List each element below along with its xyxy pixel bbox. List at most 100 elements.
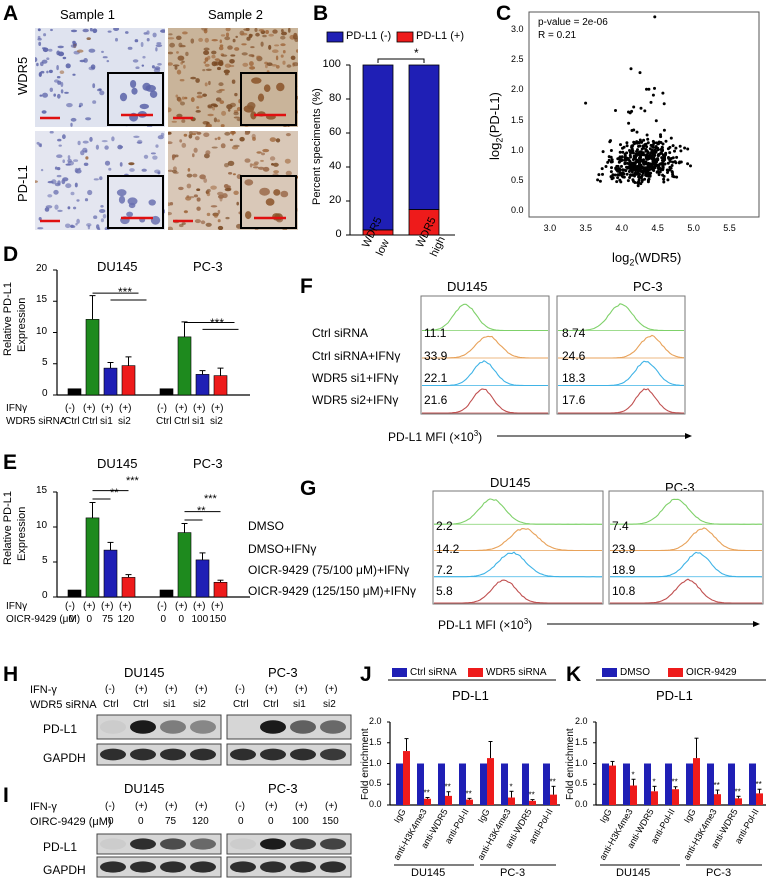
k-xtick-label: IgG bbox=[682, 807, 698, 825]
k-legend-oicr: OICR-9429 bbox=[686, 667, 737, 678]
cell-nucleus bbox=[218, 46, 224, 51]
cell-nucleus bbox=[168, 131, 172, 135]
cell-nucleus bbox=[46, 70, 49, 74]
cell-nucleus bbox=[133, 135, 140, 138]
c-point bbox=[675, 155, 679, 159]
d-bar bbox=[121, 365, 136, 396]
i-band bbox=[290, 861, 316, 873]
g-mfi-du145: 7.2 bbox=[436, 563, 453, 577]
cell-nucleus bbox=[54, 166, 58, 170]
cell-nucleus bbox=[99, 176, 103, 181]
cell-nucleus bbox=[195, 110, 201, 113]
cell-nucleus bbox=[38, 41, 42, 46]
cell-nucleus bbox=[190, 97, 195, 103]
inset-cell bbox=[130, 80, 137, 88]
k-cellline-du145: DU145 bbox=[616, 867, 651, 879]
cell-nucleus bbox=[196, 197, 201, 202]
c-point bbox=[630, 170, 634, 174]
c-point bbox=[671, 172, 675, 176]
c-point bbox=[624, 169, 628, 173]
j-bar-treated bbox=[445, 795, 452, 805]
cell-nucleus bbox=[79, 102, 83, 107]
cell-nucleus bbox=[204, 37, 209, 43]
d-sirna-cell: Ctrl bbox=[156, 416, 172, 427]
g-xlabel: PD-L1 MFI (×103) bbox=[438, 617, 533, 632]
cell-nucleus bbox=[210, 103, 217, 107]
cell-nucleus bbox=[99, 209, 106, 213]
g-mfi-pc3: 10.8 bbox=[612, 584, 636, 598]
c-point bbox=[683, 146, 687, 150]
e-dose-cell: 0 bbox=[160, 614, 167, 625]
cell-nucleus bbox=[250, 46, 255, 49]
c-point bbox=[646, 178, 650, 182]
cell-nucleus bbox=[168, 51, 174, 55]
c-xtick-label: 3.5 bbox=[579, 223, 593, 233]
d-ifn-cell: (+) bbox=[193, 403, 206, 414]
d-ytick-label: 5 bbox=[42, 356, 48, 368]
inset-cell bbox=[251, 77, 262, 84]
c-point bbox=[607, 158, 611, 162]
cell-nucleus bbox=[217, 66, 221, 71]
cell-nucleus bbox=[205, 222, 212, 227]
cell-nucleus bbox=[205, 150, 211, 155]
f-pc-frame bbox=[556, 295, 686, 415]
i-band bbox=[230, 861, 256, 873]
c-point bbox=[632, 154, 636, 158]
c-point bbox=[686, 162, 690, 166]
inset-cell bbox=[145, 84, 156, 92]
cell-nucleus bbox=[140, 42, 144, 47]
cell-nucleus bbox=[249, 66, 256, 70]
i-row1-label: IFN-γ bbox=[30, 801, 57, 813]
cell-nucleus bbox=[203, 61, 207, 64]
cell-nucleus bbox=[40, 168, 44, 172]
cell-nucleus bbox=[62, 56, 67, 60]
inset-cell bbox=[265, 198, 275, 206]
c-point bbox=[661, 142, 665, 146]
cell-nucleus bbox=[172, 166, 177, 171]
cell-nucleus bbox=[154, 169, 161, 174]
d-sig-pc3: *** bbox=[210, 316, 225, 330]
cell-nucleus bbox=[271, 64, 277, 67]
h-sirna-cell: Ctrl bbox=[133, 699, 149, 710]
i-blot-label-gapdh: GAPDH bbox=[43, 863, 86, 877]
cell-nucleus bbox=[86, 37, 91, 40]
cell-nucleus bbox=[172, 64, 180, 67]
cell-nucleus bbox=[244, 132, 250, 135]
cell-nucleus bbox=[61, 179, 66, 185]
cell-nucleus bbox=[119, 145, 124, 149]
k-title: PD-L1 bbox=[656, 688, 693, 703]
c-point bbox=[618, 159, 622, 163]
cell-nucleus bbox=[219, 100, 225, 104]
i-ifn-cell: (+) bbox=[265, 801, 278, 812]
c-point bbox=[654, 146, 658, 150]
e-ytick-label: 10 bbox=[36, 520, 48, 531]
cell-nucleus bbox=[206, 191, 211, 197]
e-dose-cell: 0 bbox=[86, 614, 93, 625]
h-band bbox=[130, 720, 156, 734]
cell-nucleus bbox=[244, 158, 251, 163]
cell-nucleus bbox=[176, 69, 182, 75]
cell-nucleus bbox=[260, 159, 264, 162]
f-du-histogram-curve bbox=[422, 335, 548, 359]
c-point bbox=[596, 178, 600, 182]
cell-nucleus bbox=[229, 138, 233, 142]
c-point bbox=[641, 169, 644, 173]
c-point bbox=[651, 145, 655, 149]
e-ifn-cell: (+) bbox=[101, 601, 114, 612]
cell-nucleus bbox=[160, 29, 165, 33]
c-point bbox=[604, 165, 608, 168]
k-bar-control bbox=[602, 763, 609, 805]
cell-nucleus bbox=[192, 173, 198, 178]
cell-nucleus bbox=[224, 73, 229, 76]
c-point bbox=[621, 150, 625, 154]
panel-label-f: F bbox=[300, 275, 313, 298]
cell-nucleus bbox=[185, 51, 189, 57]
cell-nucleus bbox=[256, 55, 261, 59]
k-legend-dmso: DMSO bbox=[620, 667, 650, 678]
b-significance-bracket bbox=[377, 58, 425, 63]
c-point bbox=[656, 170, 660, 174]
c-point bbox=[666, 147, 670, 151]
inset-cell bbox=[139, 103, 149, 110]
e-ifn-cell: (+) bbox=[211, 601, 224, 612]
cell-nucleus bbox=[219, 196, 223, 202]
